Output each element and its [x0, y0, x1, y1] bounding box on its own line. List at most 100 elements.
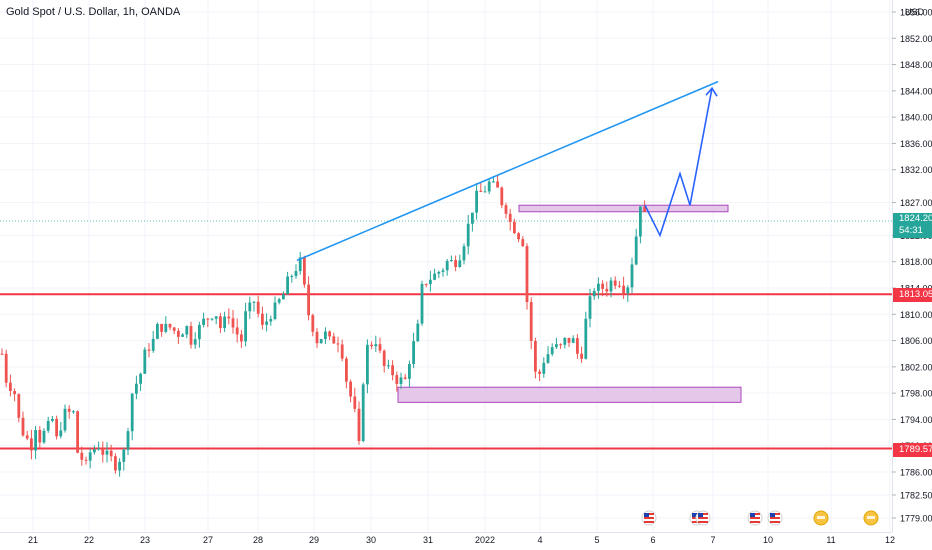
candle — [202, 312, 205, 328]
candle-body — [135, 383, 138, 394]
projection-arrowhead[interactable] — [705, 86, 718, 97]
candle — [189, 321, 193, 349]
candle-body — [403, 377, 407, 379]
price-tick-label: 1852.000 — [900, 34, 932, 44]
us-flag-icon[interactable] — [641, 510, 657, 526]
candle-body — [336, 343, 340, 345]
candle-body — [563, 337, 567, 345]
candle-body — [282, 294, 285, 300]
zone-layer[interactable] — [397, 204, 742, 403]
candle-body — [147, 349, 151, 351]
candle-body — [618, 285, 621, 287]
candle-body — [256, 301, 260, 314]
price-tick-label: 1810.000 — [900, 310, 932, 320]
candle — [76, 410, 79, 454]
candle-body — [21, 417, 25, 436]
us-flag-icon[interactable] — [747, 510, 763, 526]
candle-body — [374, 344, 378, 347]
candle — [30, 429, 33, 460]
candle-body — [584, 318, 588, 359]
candle-body — [109, 450, 113, 457]
candle-body — [198, 324, 201, 340]
candle — [412, 332, 415, 369]
candle-body — [160, 323, 163, 332]
candle — [277, 297, 281, 305]
candle — [290, 274, 294, 283]
candle-body — [0, 353, 4, 355]
candle — [38, 426, 42, 448]
candle — [172, 326, 176, 335]
candle-body — [391, 365, 394, 376]
price-axis-panel[interactable] — [892, 0, 932, 550]
support-zone[interactable] — [397, 386, 742, 403]
candle — [429, 270, 432, 292]
candle-body — [210, 318, 214, 320]
candle — [109, 444, 113, 462]
candle-body — [416, 323, 420, 342]
resistance-zone[interactable] — [518, 204, 729, 213]
candle-body — [592, 290, 596, 297]
drawing-layer[interactable] — [296, 80, 719, 262]
candle-body — [466, 223, 470, 247]
candle-body — [252, 301, 256, 303]
candle — [206, 317, 210, 328]
candle — [135, 375, 138, 400]
candle — [466, 214, 470, 255]
candle — [366, 339, 369, 394]
candle — [521, 236, 525, 248]
candle-body — [408, 364, 411, 379]
us-flag-icon[interactable] — [695, 510, 711, 526]
time-tick-label: 27 — [203, 535, 213, 545]
candle — [399, 372, 403, 389]
candle-body — [261, 313, 264, 325]
candle — [0, 348, 4, 355]
candle-body — [319, 339, 323, 344]
candle-body — [529, 302, 533, 341]
candle — [403, 373, 407, 380]
rising-trendline[interactable] — [296, 80, 719, 262]
candle-body — [399, 377, 403, 384]
candle-body — [395, 375, 399, 384]
candle — [588, 288, 592, 328]
candle-body — [4, 353, 8, 383]
price-tick-label: 1798.000 — [900, 389, 932, 399]
event-layer[interactable] — [641, 510, 879, 526]
symbol-title: Gold Spot / U.S. Dollar, 1h, OANDA — [6, 6, 181, 18]
candle-body — [206, 318, 210, 320]
candle — [450, 255, 453, 262]
candle — [34, 425, 37, 460]
candle-body — [227, 316, 231, 319]
candle-body — [496, 181, 499, 188]
candle-body — [244, 311, 247, 342]
projection-path[interactable] — [644, 88, 713, 238]
gold-coin-icon[interactable] — [863, 510, 879, 526]
candle-body — [387, 365, 390, 367]
candle-body — [559, 344, 562, 346]
candle — [483, 185, 487, 193]
candle-body — [626, 287, 630, 294]
us-flag-icon[interactable] — [767, 510, 783, 526]
candle-body — [84, 459, 88, 461]
candle-body — [580, 353, 583, 359]
candle — [51, 415, 54, 423]
candle — [609, 277, 613, 298]
candle-body — [525, 246, 529, 303]
candle-body — [34, 429, 37, 451]
price-tick-label: 1856.000 — [900, 8, 932, 18]
candle — [437, 270, 441, 279]
candle-body — [298, 257, 302, 272]
candle — [235, 318, 239, 343]
candle-body — [622, 285, 625, 294]
candle-body — [630, 264, 634, 288]
candle — [592, 288, 596, 300]
candle — [584, 311, 588, 360]
candle-body — [38, 429, 42, 443]
candle — [261, 306, 264, 330]
candle — [361, 382, 365, 443]
candle — [559, 343, 562, 349]
candle — [214, 316, 218, 325]
price-tick-label: 1782.500 — [900, 491, 932, 501]
gold-coin-icon[interactable] — [813, 510, 829, 526]
